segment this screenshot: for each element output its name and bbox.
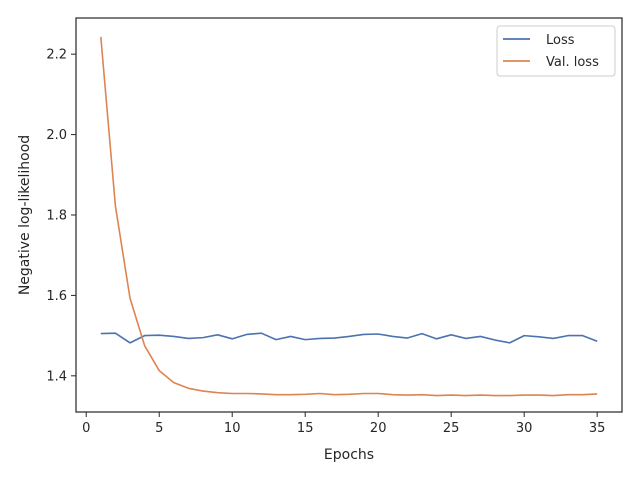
x-tick-label: 5 [155, 421, 163, 436]
y-tick-label: 1.6 [46, 289, 67, 304]
y-tick-label: 2.2 [46, 48, 67, 63]
series-line-val-loss [100, 36, 598, 397]
x-axis-label: Epochs [324, 447, 374, 463]
series-line-loss [100, 332, 598, 344]
y-tick-label: 1.4 [46, 369, 67, 384]
x-tick-label: 30 [516, 421, 533, 436]
y-tick-label: 1.8 [46, 209, 67, 224]
x-tick-label: 35 [589, 421, 606, 436]
x-axis-ticks: 0 5 10 15 20 25 30 35 [82, 412, 605, 436]
x-tick-label: 20 [370, 421, 387, 436]
legend-label-val-loss: Val. loss [546, 55, 599, 70]
legend: Loss Val. loss [496, 25, 616, 77]
x-tick-label: 0 [82, 421, 90, 436]
legend-label-loss: Loss [546, 33, 575, 48]
x-tick-label: 10 [224, 421, 241, 436]
plot-lines [100, 36, 598, 397]
x-tick-label: 25 [443, 421, 460, 436]
y-axis-label: Negative log-likelihood [17, 135, 33, 295]
y-tick-label: 2.0 [46, 128, 67, 143]
y-axis-ticks: 1.4 1.6 1.8 2.0 2.2 [46, 48, 76, 384]
x-tick-label: 15 [297, 421, 314, 436]
